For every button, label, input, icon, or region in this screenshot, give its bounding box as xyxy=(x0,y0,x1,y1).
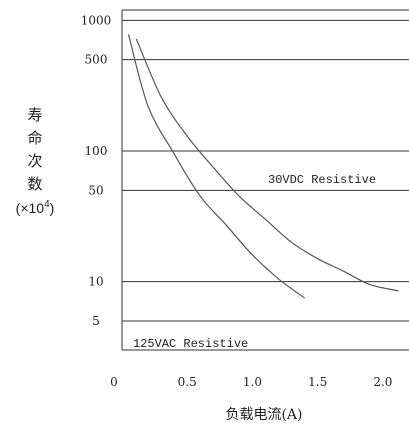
curve-125vac-resistive xyxy=(127,34,305,299)
x-tick-label: 1.5 xyxy=(308,375,327,389)
y-axis-unit: (×104) xyxy=(16,199,55,216)
y-axis-label-char: 命 xyxy=(27,129,42,147)
x-axis-label: 负载电流(A) xyxy=(225,407,302,423)
y-tick-label: 500 xyxy=(85,53,108,67)
y-axis-label-char: 数 xyxy=(27,175,42,193)
y-axis-label-char: 寿 xyxy=(27,106,42,124)
grid-layer xyxy=(121,9,409,351)
y-tick-label: 1000 xyxy=(81,13,112,27)
y-tick-labels: 1000 500 100 50 10 5 xyxy=(81,13,112,328)
y-tick-label: 10 xyxy=(88,275,103,289)
y-axis-label: 寿 命 次 数 (×104) xyxy=(16,106,55,216)
curve-30vdc-resistive xyxy=(135,38,399,292)
x-tick-label: 0 xyxy=(110,375,118,389)
x-tick-labels: 0 0.5 1.0 1.5 2.0 xyxy=(110,375,392,389)
y-tick-label: 50 xyxy=(88,183,103,197)
annotation-30vdc: 30VDC Resistive xyxy=(268,173,376,187)
annotations: 30VDC Resistive 125VAC Resistive xyxy=(133,173,376,351)
x-tick-label: 1.0 xyxy=(243,375,262,389)
annotation-125vac: 125VAC Resistive xyxy=(133,337,248,351)
x-tick-label: 0.5 xyxy=(178,375,197,389)
y-tick-label: 5 xyxy=(92,314,100,328)
y-tick-label: 100 xyxy=(85,144,108,158)
curves xyxy=(127,34,399,299)
y-axis-label-char: 次 xyxy=(27,152,42,170)
x-tick-label: 2.0 xyxy=(373,375,392,389)
